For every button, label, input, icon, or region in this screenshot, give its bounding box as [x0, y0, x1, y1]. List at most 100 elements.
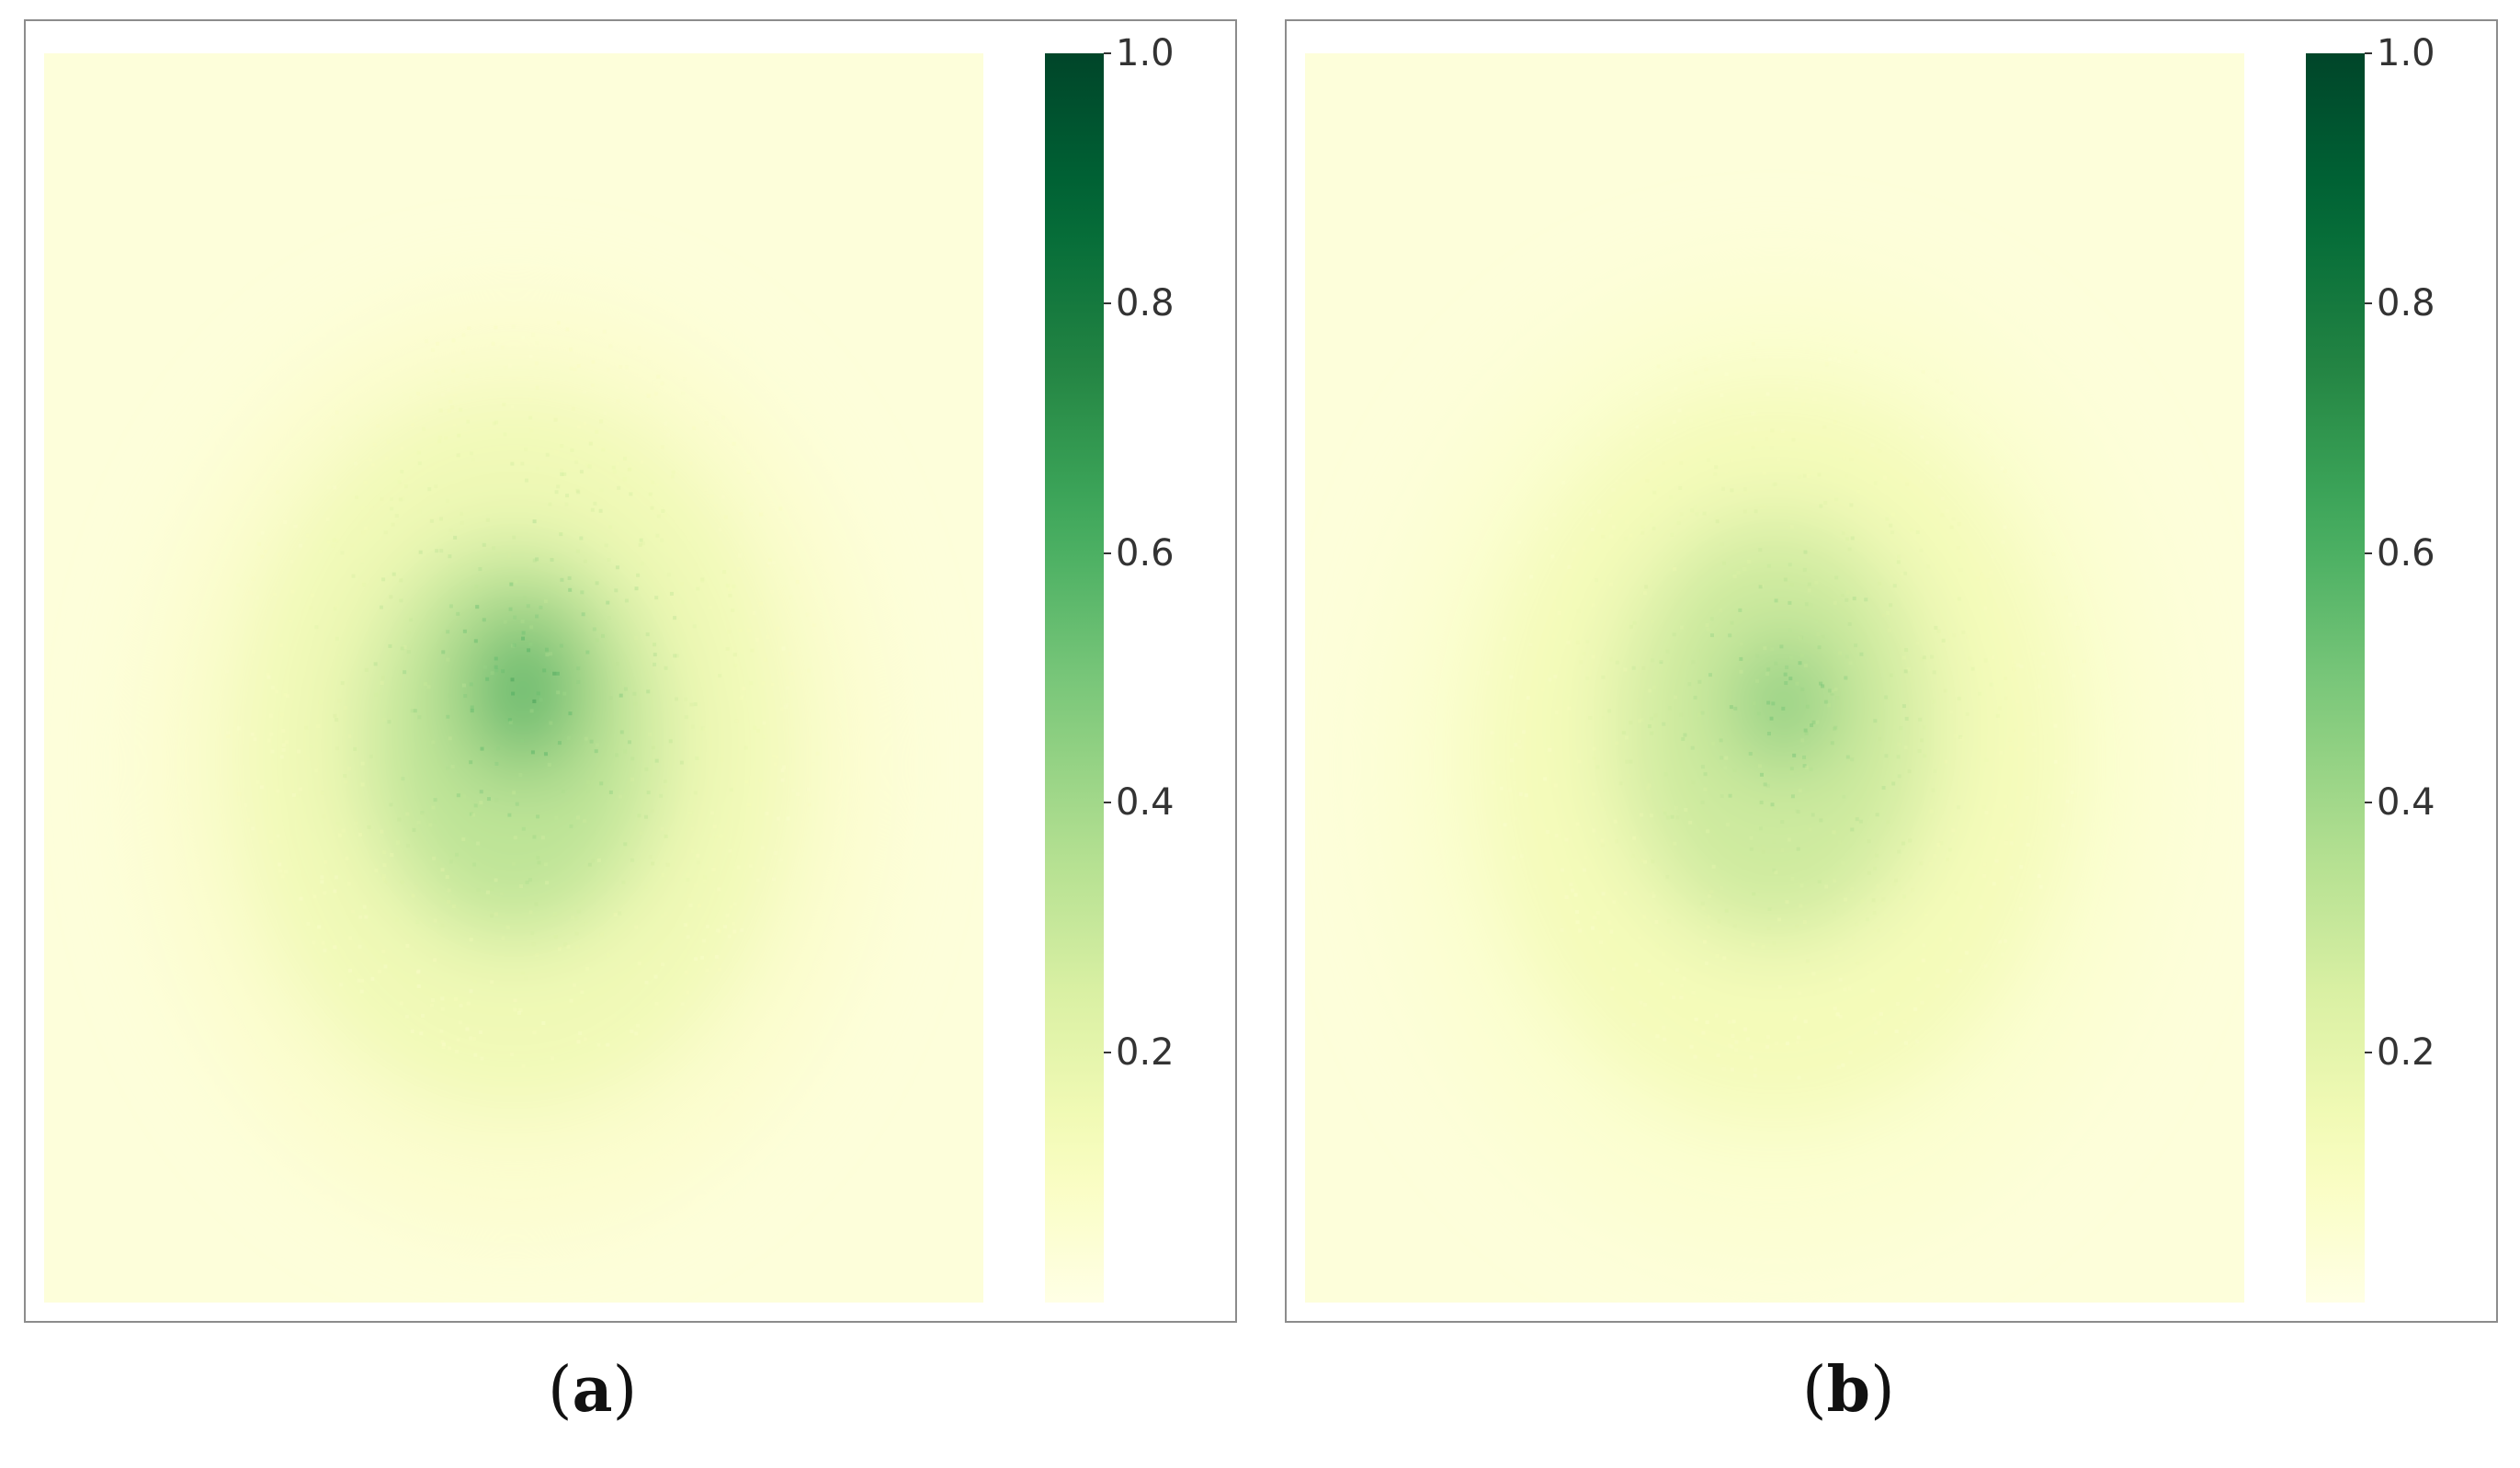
heatmap-speckle-a [583, 421, 587, 426]
heatmap-speckle-a [719, 479, 723, 484]
heatmap-speckle-b [1886, 433, 1890, 438]
heatmap-speckle-a [700, 955, 705, 960]
heatmap-speckle-b [1511, 856, 1515, 860]
heatmap-speckle-b [1727, 1019, 1731, 1024]
heatmap-speckle-b [1833, 419, 1838, 424]
heatmap-speckle-a [562, 691, 567, 696]
heatmap-speckle-a [512, 791, 516, 795]
heatmap-speckle-b [1884, 754, 1889, 758]
heatmap-speckle-a [370, 462, 375, 467]
heatmap-speckle-a [669, 591, 674, 596]
heatmap-speckle-b [1911, 888, 1915, 893]
heatmap-speckle-a [750, 502, 755, 506]
heatmap-speckle-b [1883, 914, 1888, 918]
heatmap-speckle-a [343, 774, 347, 779]
heatmap-speckle-a [446, 714, 450, 719]
heatmap-speckle-b [2072, 793, 2077, 798]
heatmap-speckle-b [1575, 822, 1580, 826]
heatmap-speckle-b [1688, 418, 1693, 423]
heatmap-speckle-b [1649, 814, 1653, 818]
heatmap-speckle-b [1794, 808, 1799, 813]
heatmap-speckle-b [1799, 904, 1803, 908]
heatmap-speckle-b [1680, 984, 1685, 988]
heatmap-speckle-a [462, 794, 467, 799]
heatmap-speckle-b [1597, 509, 1602, 514]
heatmap-speckle-b [1837, 359, 1842, 364]
heatmap-speckle-a [615, 662, 619, 666]
heatmap-speckle-b [1609, 534, 1614, 539]
heatmap-speckle-b [1798, 991, 1802, 996]
heatmap-speckle-b [1794, 386, 1799, 391]
heatmap-speckle-b [1653, 713, 1658, 718]
heatmap-speckle-a [236, 726, 241, 731]
heatmap-speckle-b [1564, 837, 1569, 842]
heatmap-speckle-b [1593, 916, 1597, 920]
heatmap-speckle-b [1696, 648, 1700, 653]
heatmap-speckle-b [2004, 696, 2008, 700]
heatmap-speckle-b [1709, 633, 1714, 638]
heatmap-speckle-b [1981, 805, 1986, 810]
heatmap-speckle-b [1783, 949, 1788, 953]
heatmap-speckle-a [686, 990, 690, 995]
heatmap-speckle-a [608, 344, 613, 348]
colorbar-b [2306, 53, 2365, 1303]
heatmap-speckle-a [451, 338, 456, 343]
heatmap-speckle-a [416, 392, 421, 396]
heatmap-speckle-b [1850, 887, 1855, 892]
heatmap-speckle-a [410, 709, 414, 713]
heatmap-speckle-a [532, 699, 537, 703]
heatmap-speckle-b [1958, 568, 1963, 573]
heatmap-speckle-b [1873, 1030, 1878, 1035]
heatmap-speckle-b [1897, 774, 1901, 779]
heatmap-speckle-b [1772, 805, 1776, 810]
heatmap-speckle-a [446, 657, 450, 662]
heatmap-speckle-a [450, 405, 455, 410]
heatmap-speckle-b [1560, 927, 1564, 932]
heatmap-speckle-a [760, 846, 765, 850]
heatmap-speckle-b [1548, 677, 1552, 682]
heatmap-speckle-b [1713, 472, 1718, 476]
heatmap-speckle-a [405, 943, 410, 948]
heatmap-speckle-b [1804, 765, 1809, 769]
heatmap-speckle-a [576, 679, 581, 684]
heatmap-speckle-b [1705, 622, 1709, 627]
heatmap-speckle-a [630, 1030, 634, 1034]
heatmap-speckle-a [755, 878, 760, 882]
heatmap-speckle-b [1847, 986, 1852, 991]
heatmap-speckle-b [1920, 1000, 1924, 1005]
heatmap-speckle-b [1662, 807, 1666, 812]
heatmap-speckle-a [473, 1053, 478, 1057]
heatmap-speckle-a [432, 819, 437, 824]
heatmap-speckle-a [502, 403, 506, 407]
heatmap-speckle-b [1590, 528, 1595, 532]
heatmap-speckle-b [1723, 766, 1728, 770]
heatmap-speckle-a [276, 490, 280, 495]
heatmap-speckle-b [1615, 479, 1619, 484]
heatmap-speckle-b [1566, 640, 1571, 644]
heatmap-speckle-a [557, 741, 562, 745]
heatmap-speckle-b [1959, 736, 1964, 741]
heatmap-speckle-a [391, 522, 395, 527]
heatmap-speckle-a [309, 744, 313, 748]
heatmap-speckle-a [702, 727, 707, 732]
heatmap-speckle-a [682, 377, 687, 381]
heatmap-speckle-b [2003, 525, 2007, 529]
heatmap-speckle-a [491, 341, 495, 346]
heatmap-speckle-b [2012, 660, 2016, 665]
heatmap-speckle-b [2070, 791, 2074, 795]
heatmap-speckle-a [410, 422, 414, 427]
heatmap-speckle-b [1498, 651, 1503, 655]
heatmap-speckle-a [494, 912, 498, 916]
heatmap-speckle-b [1774, 1041, 1778, 1045]
heatmap-speckle-a [382, 863, 387, 868]
heatmap-speckle-a [422, 427, 426, 431]
heatmap-speckle-a [433, 918, 437, 923]
heatmap-speckle-a [361, 530, 366, 535]
heatmap-speckle-a [799, 595, 803, 599]
heatmap-speckle-a [742, 498, 746, 503]
heatmap-speckle-b [1802, 567, 1807, 572]
heatmap-speckle-b [1841, 531, 1845, 536]
heatmap-speckle-a [807, 802, 812, 807]
heatmap-speckle-b [1751, 942, 1755, 947]
heatmap-speckle-a [507, 813, 512, 817]
